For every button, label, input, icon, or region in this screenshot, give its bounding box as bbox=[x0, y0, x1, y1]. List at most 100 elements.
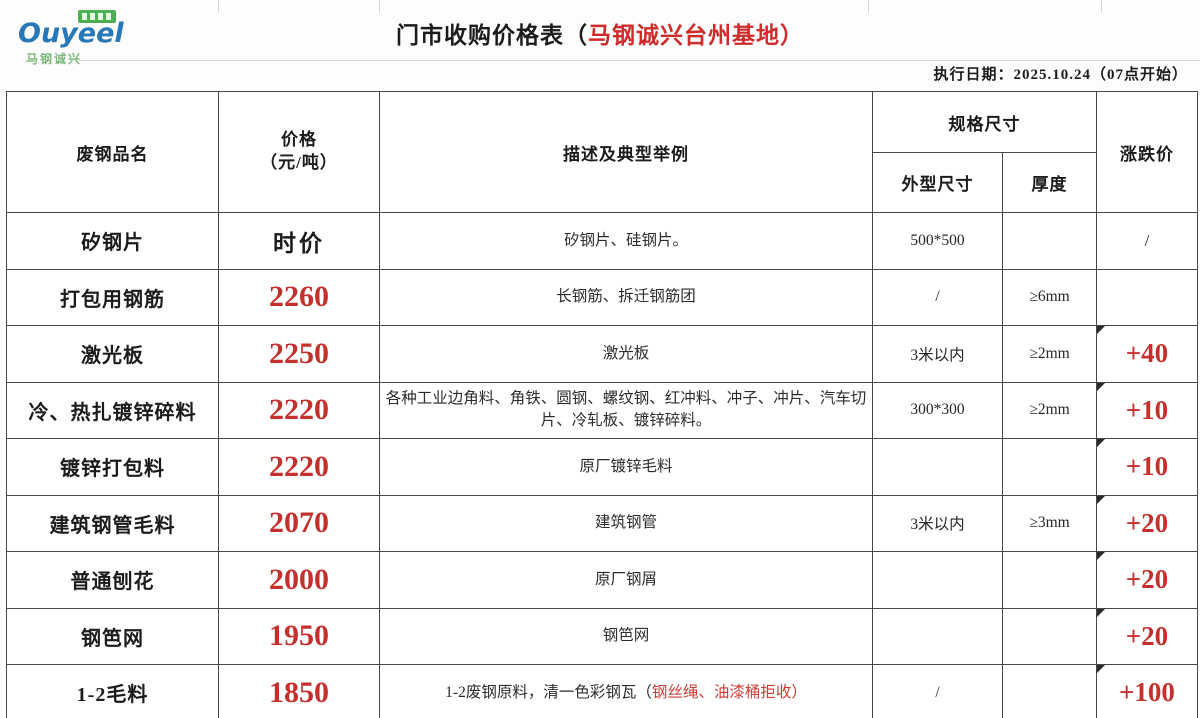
company-logo: Ouyeel 马钢诚兴 bbox=[16, 8, 136, 66]
header-description: 描述及典型举例 bbox=[379, 91, 873, 213]
header-product-name: 废钢品名 bbox=[6, 91, 219, 213]
page-title-black: 门市收购价格表（ bbox=[396, 23, 588, 48]
change-value: +40 bbox=[1125, 338, 1169, 369]
cell-product-name: 激光板 bbox=[6, 325, 219, 383]
header-price: 价格 （元/吨） bbox=[218, 91, 380, 213]
gridline-stub bbox=[379, 0, 380, 13]
description-text: 矽钢片、硅钢片。 bbox=[563, 231, 688, 249]
cell-thickness bbox=[1002, 212, 1097, 270]
cell-outer-size: 500*500 bbox=[872, 212, 1003, 270]
description-text: 钢笆网 bbox=[602, 627, 650, 645]
cell-product-name: 钢笆网 bbox=[6, 607, 219, 665]
table-body: 矽钢片 时价 矽钢片、硅钢片。 500*500/打包用钢筋 2260 长钢筋、拆迁钢筋团 /… bbox=[6, 212, 1198, 718]
cell-change: +20 bbox=[1096, 551, 1198, 609]
table-row: 矽钢片 时价 矽钢片、硅钢片。 500*500 / bbox=[6, 212, 1198, 270]
cell-price: 2000 bbox=[218, 551, 380, 609]
cell-price: 2260 bbox=[218, 268, 380, 326]
cell-change: +100 bbox=[1096, 664, 1198, 718]
cell-product-name: 普通刨花 bbox=[6, 551, 219, 609]
cell-price: 1850 bbox=[218, 664, 380, 718]
description-text-red: 钢丝绳、油漆桶拒收） bbox=[651, 683, 807, 701]
cell-product-name: 矽钢片 bbox=[6, 212, 219, 270]
header-spec: 规格尺寸 bbox=[872, 91, 1097, 153]
change-value: +20 bbox=[1125, 620, 1169, 651]
cell-description: 长钢筋、拆迁钢筋团 bbox=[379, 268, 873, 326]
divider-line bbox=[80, 60, 1200, 61]
change-value: +20 bbox=[1125, 507, 1169, 538]
change-value: / bbox=[1144, 230, 1150, 250]
cell-outer-size: / bbox=[872, 664, 1003, 718]
cell-price: 2070 bbox=[218, 494, 380, 552]
change-value: +10 bbox=[1125, 451, 1169, 482]
cell-thickness: ≥6mm bbox=[1002, 268, 1097, 326]
description-text: 激光板 bbox=[602, 344, 650, 362]
logo-brand-text: Ouyeel bbox=[18, 18, 124, 49]
cell-corner-marker-icon bbox=[1097, 439, 1105, 447]
change-value: +10 bbox=[1125, 394, 1169, 425]
cell-corner-marker-icon bbox=[1097, 382, 1105, 391]
cell-description: 各种工业边角料、角铁、圆钢、螺纹钢、红冲料、冲子、冲片、汽车切片、冷轧板、镀锌碎… bbox=[379, 381, 873, 439]
page-header: Ouyeel 马钢诚兴 门市收购价格表（马钢诚兴台州基地） 执行日期：2025.… bbox=[0, 0, 1200, 91]
cell-price: 1950 bbox=[218, 607, 380, 665]
cell-description: 钢笆网 bbox=[379, 607, 873, 665]
table-row: 打包用钢筋 2260 长钢筋、拆迁钢筋团 / ≥6mm bbox=[6, 268, 1198, 326]
cell-thickness: ≥2mm bbox=[1002, 325, 1097, 383]
cell-corner-marker-icon bbox=[1097, 326, 1105, 334]
header-price-line1: 价格 bbox=[281, 130, 317, 150]
description-text: 各种工业边角料、角铁、圆钢、螺纹钢、红冲料、冲子、冲片、汽车切片、冷轧板、镀锌碎… bbox=[385, 389, 867, 430]
page-title-red: 马钢诚兴台州基地） bbox=[588, 23, 804, 48]
cell-description: 原厂钢屑 bbox=[379, 551, 873, 609]
price-table: 废钢品名 价格 （元/吨） 描述及典型举例 规格尺寸 涨跌价 外型尺寸 厚度 矽… bbox=[6, 91, 1198, 718]
gridline-stub bbox=[868, 0, 869, 13]
cell-product-name: 建筑钢管毛料 bbox=[6, 494, 219, 552]
cell-product-name: 冷、热扎镀锌碎料 bbox=[6, 381, 219, 439]
cell-outer-size bbox=[872, 438, 1003, 496]
cell-product-name: 1-2毛料 bbox=[6, 664, 219, 718]
description-text: 原厂钢屑 bbox=[594, 570, 657, 588]
cell-price: 2220 bbox=[218, 381, 380, 439]
gridline-stub bbox=[1101, 0, 1102, 13]
cell-thickness bbox=[1002, 551, 1097, 609]
cell-change: +20 bbox=[1096, 494, 1198, 552]
change-value: +20 bbox=[1125, 564, 1169, 595]
header-change: 涨跌价 bbox=[1096, 91, 1198, 213]
table-row: 建筑钢管毛料 2070 建筑钢管 3米以内 ≥3mm +20 bbox=[6, 494, 1198, 552]
header-thickness: 厚度 bbox=[1002, 152, 1097, 213]
cell-change bbox=[1096, 268, 1198, 326]
cell-price: 时价 bbox=[218, 212, 380, 270]
cell-thickness: ≥3mm bbox=[1002, 494, 1097, 552]
description-text: 1-2废钢原料，清一色彩钢瓦（ bbox=[445, 683, 652, 701]
description-text: 长钢筋、拆迁钢筋团 bbox=[556, 288, 696, 306]
table-row: 冷、热扎镀锌碎料 2220 各种工业边角料、角铁、圆钢、螺纹钢、红冲料、冲子、冲片、… bbox=[6, 381, 1198, 439]
cell-outer-size: / bbox=[872, 268, 1003, 326]
execution-date: 执行日期：2025.10.24（07点开始） bbox=[933, 67, 1188, 83]
cell-description: 1-2废钢原料，清一色彩钢瓦（钢丝绳、油漆桶拒收） bbox=[379, 664, 873, 718]
cell-description: 激光板 bbox=[379, 325, 873, 383]
cell-description: 矽钢片、硅钢片。 bbox=[379, 212, 873, 270]
table-row: 激光板 2250 激光板 3米以内 ≥2mm +40 bbox=[6, 325, 1198, 383]
gridline-stub bbox=[218, 0, 219, 13]
cell-product-name: 打包用钢筋 bbox=[6, 268, 219, 326]
cell-corner-marker-icon bbox=[1097, 552, 1105, 560]
table-row: 1-2毛料 1850 1-2废钢原料，清一色彩钢瓦（钢丝绳、油漆桶拒收） / +100 bbox=[6, 664, 1198, 718]
cell-corner-marker-icon bbox=[1097, 495, 1105, 504]
header-price-line2: （元/吨） bbox=[260, 153, 338, 172]
cell-product-name: 镀锌打包料 bbox=[6, 438, 219, 496]
cell-change: +20 bbox=[1096, 607, 1198, 665]
cell-description: 原厂镀锌毛料 bbox=[379, 438, 873, 496]
cell-thickness bbox=[1002, 607, 1097, 665]
cell-corner-marker-icon bbox=[1097, 608, 1105, 617]
table-row: 普通刨花 2000 原厂钢屑 +20 bbox=[6, 551, 1198, 609]
cell-price: 2250 bbox=[218, 325, 380, 383]
cell-outer-size bbox=[872, 607, 1003, 665]
header-outer-size: 外型尺寸 bbox=[872, 152, 1003, 213]
cell-change: +40 bbox=[1096, 325, 1198, 383]
logo-subtitle: 马钢诚兴 bbox=[26, 52, 83, 66]
cell-description: 建筑钢管 bbox=[379, 494, 873, 552]
description-text: 建筑钢管 bbox=[594, 514, 657, 532]
cell-outer-size bbox=[872, 551, 1003, 609]
cell-change: / bbox=[1096, 212, 1198, 270]
cell-outer-size: 3米以内 bbox=[872, 325, 1003, 383]
cell-outer-size: 300*300 bbox=[872, 381, 1003, 439]
